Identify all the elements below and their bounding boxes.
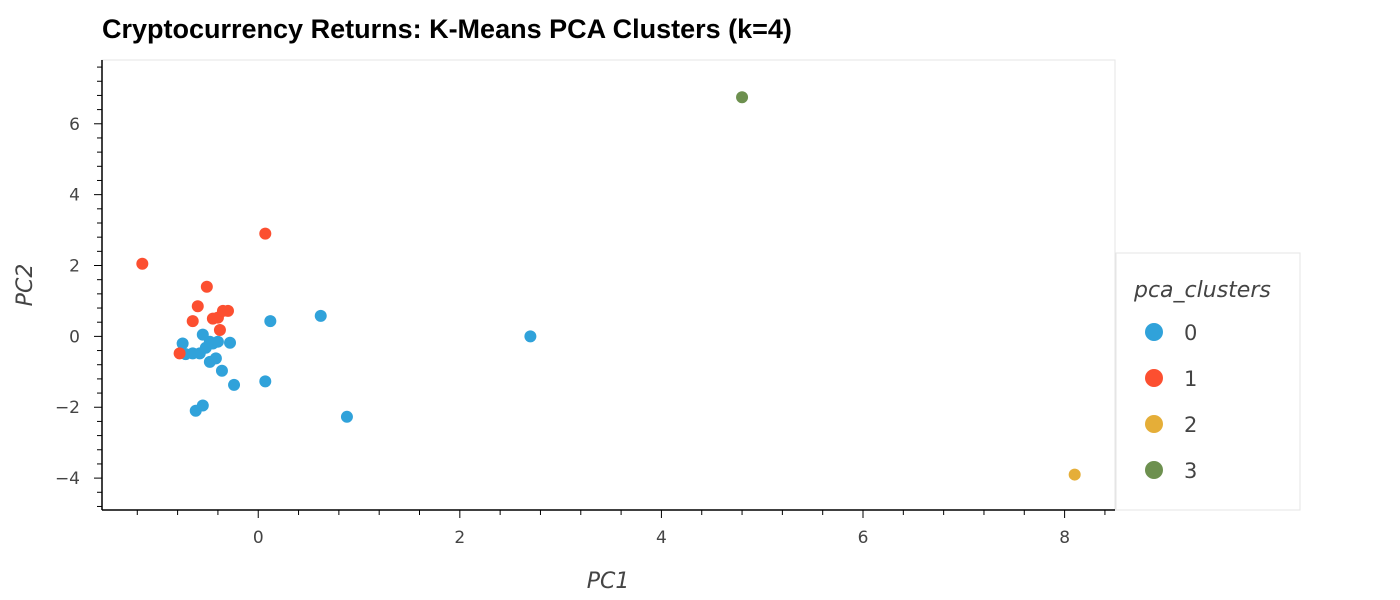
data-point-cluster-0 (209, 352, 222, 365)
x-tick-label: 6 (858, 528, 869, 548)
y-axis-ticks: −4 −2 0 2 4 6 (55, 66, 102, 507)
y-tick-label: 6 (69, 115, 80, 135)
data-point-cluster-1 (213, 324, 226, 336)
chart-title: Cryptocurrency Returns: K-Means PCA Clus… (102, 14, 792, 44)
y-tick-label: −4 (55, 469, 80, 489)
legend-title: pca_clusters (1133, 278, 1271, 303)
x-axis-ticks: 0 2 4 6 8 (136, 510, 1106, 548)
legend-swatch-1 (1145, 369, 1163, 387)
data-point-cluster-0 (524, 330, 537, 343)
data-point-cluster-1 (136, 257, 149, 270)
x-tick-label: 8 (1059, 528, 1070, 548)
data-point-cluster-0 (314, 309, 327, 322)
y-tick-label: 2 (69, 257, 80, 277)
plot-frame (101, 59, 1116, 511)
legend-swatch-0 (1145, 323, 1163, 341)
x-tick-label: 2 (454, 528, 465, 548)
legend-swatch-3 (1145, 461, 1163, 479)
data-point-cluster-0 (176, 337, 189, 350)
legend-items: 0 1 2 3 (1145, 321, 1197, 483)
data-point-cluster-1 (173, 347, 186, 360)
data-point-cluster-1 (186, 315, 199, 328)
data-point-cluster-0 (224, 336, 237, 349)
data-point-cluster-0 (228, 378, 241, 391)
x-tick-label: 0 (253, 528, 264, 548)
data-point-cluster-1 (200, 280, 213, 293)
data-point-cluster-0 (215, 364, 228, 377)
legend-label-3: 3 (1184, 459, 1197, 483)
data-point-cluster-2 (1068, 468, 1081, 481)
data-point-cluster-0 (264, 315, 277, 328)
legend: pca_clusters 0 1 2 3 (1115, 252, 1301, 511)
data-point-cluster-0 (340, 410, 353, 423)
legend-label-2: 2 (1184, 413, 1197, 437)
legend-swatch-2 (1145, 415, 1163, 433)
data-point-cluster-1 (259, 227, 272, 240)
y-tick-label: −2 (55, 398, 80, 418)
y-tick-label: 4 (69, 186, 80, 206)
y-axis-label: PC2 (13, 264, 38, 307)
data-points (136, 91, 1081, 481)
legend-label-1: 1 (1184, 367, 1197, 391)
y-tick-label: 0 (69, 327, 80, 347)
data-point-cluster-1 (221, 304, 234, 317)
data-point-cluster-1 (191, 300, 204, 313)
data-point-cluster-3 (736, 91, 749, 104)
legend-label-0: 0 (1184, 321, 1197, 345)
x-tick-label: 4 (656, 528, 667, 548)
data-point-cluster-0 (211, 335, 224, 348)
data-point-cluster-0 (259, 375, 272, 388)
x-axis-label: PC1 (587, 569, 630, 594)
data-point-cluster-0 (196, 399, 209, 412)
